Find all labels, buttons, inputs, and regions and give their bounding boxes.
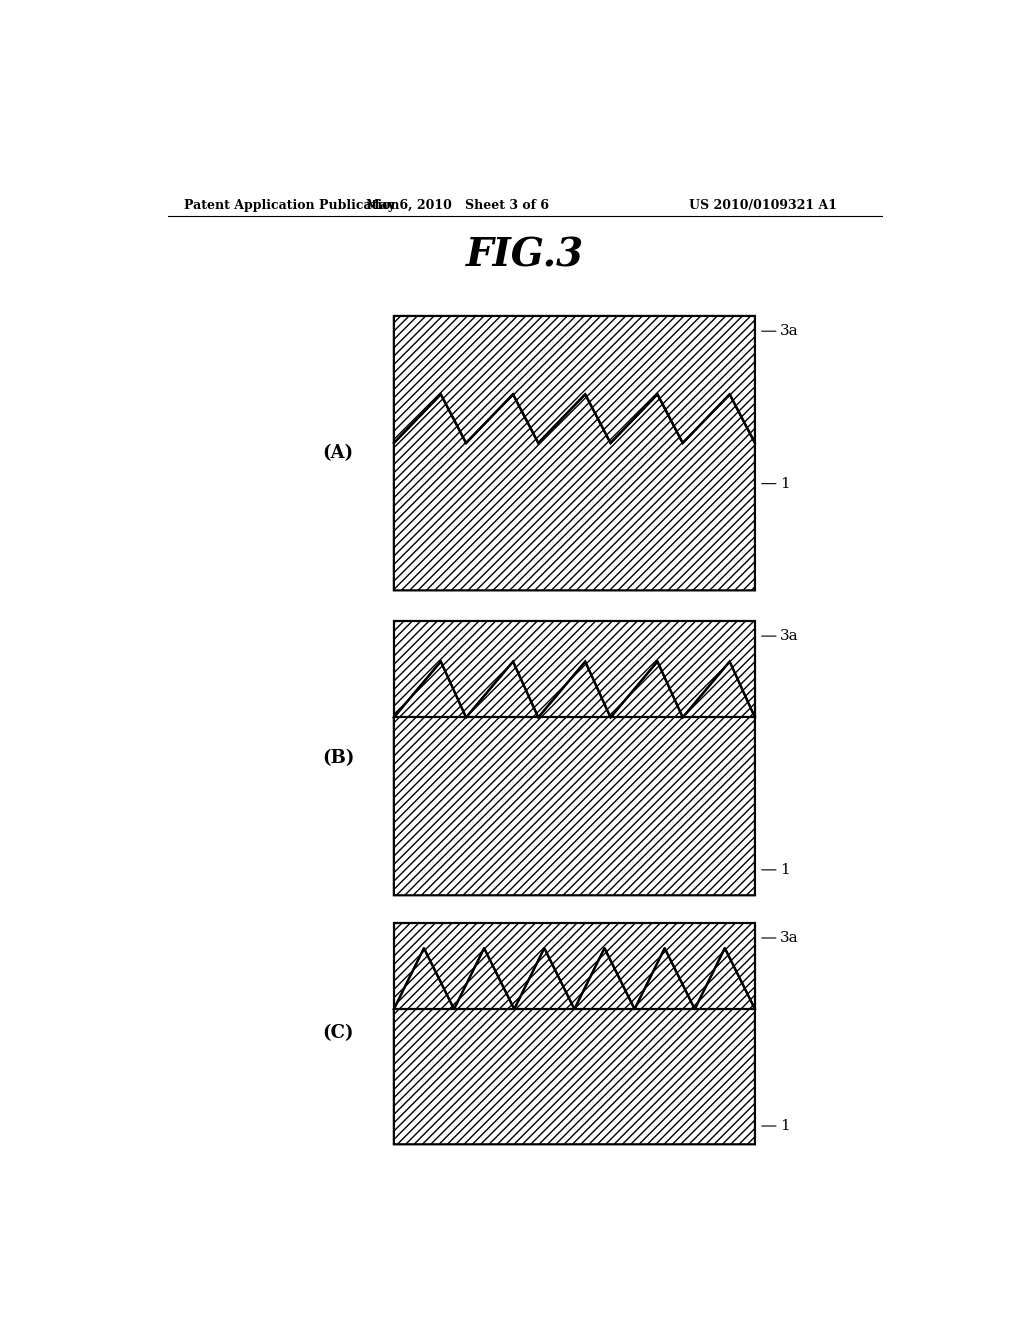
Text: 1: 1 <box>780 1119 791 1133</box>
Text: US 2010/0109321 A1: US 2010/0109321 A1 <box>689 199 837 213</box>
Text: (C): (C) <box>323 1024 354 1043</box>
Polygon shape <box>394 315 755 444</box>
Polygon shape <box>394 948 755 1144</box>
Polygon shape <box>394 661 755 895</box>
Text: 3a: 3a <box>780 931 799 945</box>
Polygon shape <box>394 923 755 1008</box>
Text: 1: 1 <box>780 863 791 876</box>
Text: May 6, 2010   Sheet 3 of 6: May 6, 2010 Sheet 3 of 6 <box>366 199 549 213</box>
Text: (A): (A) <box>323 444 354 462</box>
Text: 3a: 3a <box>780 630 799 643</box>
Text: 3a: 3a <box>780 325 799 338</box>
Polygon shape <box>394 395 755 590</box>
Text: (B): (B) <box>323 748 354 767</box>
Text: Patent Application Publication: Patent Application Publication <box>183 199 399 213</box>
Polygon shape <box>394 620 755 718</box>
Text: FIG.3: FIG.3 <box>466 236 584 275</box>
Text: 1: 1 <box>780 477 791 491</box>
